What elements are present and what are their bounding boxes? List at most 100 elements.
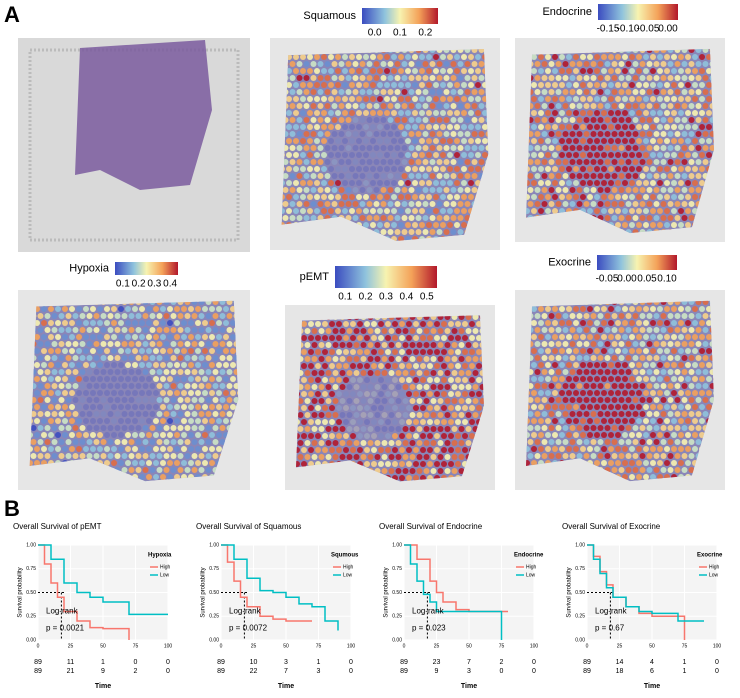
spot	[471, 61, 478, 67]
spot	[608, 432, 614, 438]
spot	[41, 376, 47, 382]
spot	[195, 306, 201, 312]
spot	[146, 460, 152, 466]
spot	[303, 131, 310, 137]
spot	[685, 222, 691, 228]
spot	[343, 321, 349, 327]
spot	[608, 390, 614, 396]
spot	[90, 432, 96, 438]
spot	[667, 383, 674, 389]
spot	[398, 96, 404, 102]
spot	[657, 138, 663, 144]
spot	[660, 327, 667, 333]
spot	[545, 82, 551, 88]
spot	[583, 61, 590, 67]
spot	[209, 334, 215, 340]
spot	[307, 96, 313, 102]
spot	[527, 397, 534, 403]
spot	[114, 425, 121, 431]
spot	[409, 342, 416, 348]
spot	[531, 194, 537, 200]
spot	[622, 390, 628, 396]
spot	[555, 173, 562, 179]
spot	[653, 173, 660, 179]
spot	[482, 138, 488, 144]
spot	[76, 306, 82, 312]
spot	[391, 68, 397, 74]
spot	[321, 82, 327, 88]
spot	[44, 383, 51, 389]
spot	[118, 348, 124, 354]
spot	[625, 369, 632, 375]
spot	[62, 418, 68, 424]
spot	[303, 103, 310, 109]
spot	[399, 349, 405, 355]
spot	[230, 390, 236, 396]
spot	[212, 425, 219, 431]
spot	[695, 300, 702, 305]
spot	[223, 404, 229, 410]
spot	[653, 201, 660, 207]
spot	[366, 117, 373, 123]
risk-count: 0	[715, 668, 719, 675]
spot	[360, 412, 367, 418]
spot	[359, 89, 366, 95]
spot	[135, 453, 142, 459]
spot	[300, 180, 306, 186]
spot	[427, 391, 433, 397]
spot	[156, 467, 163, 473]
spot	[100, 383, 107, 389]
spot	[160, 390, 166, 396]
y-tick-label: 0.25	[26, 614, 36, 620]
spot	[380, 187, 387, 193]
spot	[450, 89, 457, 95]
spot	[384, 82, 390, 88]
spot	[402, 384, 409, 390]
spot	[653, 117, 660, 123]
spot	[394, 159, 401, 165]
spot	[632, 75, 639, 81]
spot	[468, 82, 474, 88]
spot	[72, 425, 79, 431]
spot	[555, 313, 562, 319]
spot	[462, 349, 468, 355]
spot	[426, 180, 432, 186]
spot	[608, 348, 614, 354]
spot	[601, 446, 607, 452]
spot	[209, 320, 215, 326]
spot	[531, 152, 537, 158]
spot	[699, 320, 705, 326]
spot	[457, 187, 464, 193]
spot	[163, 341, 170, 347]
spot	[132, 334, 138, 340]
spot	[469, 391, 475, 397]
spot	[335, 152, 341, 158]
spot	[643, 222, 649, 228]
spot	[315, 391, 321, 397]
spot	[205, 313, 212, 319]
spot	[566, 320, 572, 326]
spot	[548, 327, 555, 333]
spot	[618, 131, 625, 137]
spot	[667, 159, 674, 165]
spot	[534, 327, 541, 333]
spot	[304, 440, 311, 446]
spot	[664, 222, 670, 228]
spot	[427, 335, 433, 341]
spot	[601, 194, 607, 200]
spot	[37, 439, 44, 445]
spot	[352, 145, 359, 151]
spot	[160, 474, 166, 480]
spot	[608, 54, 614, 60]
spot	[534, 383, 541, 389]
spot	[643, 82, 649, 88]
spot	[385, 461, 391, 467]
spot	[441, 461, 447, 467]
spot	[552, 96, 558, 102]
spot	[394, 89, 401, 95]
spot	[650, 474, 656, 480]
spot	[195, 362, 201, 368]
spot	[576, 397, 583, 403]
spot	[625, 397, 632, 403]
spot	[622, 180, 628, 186]
